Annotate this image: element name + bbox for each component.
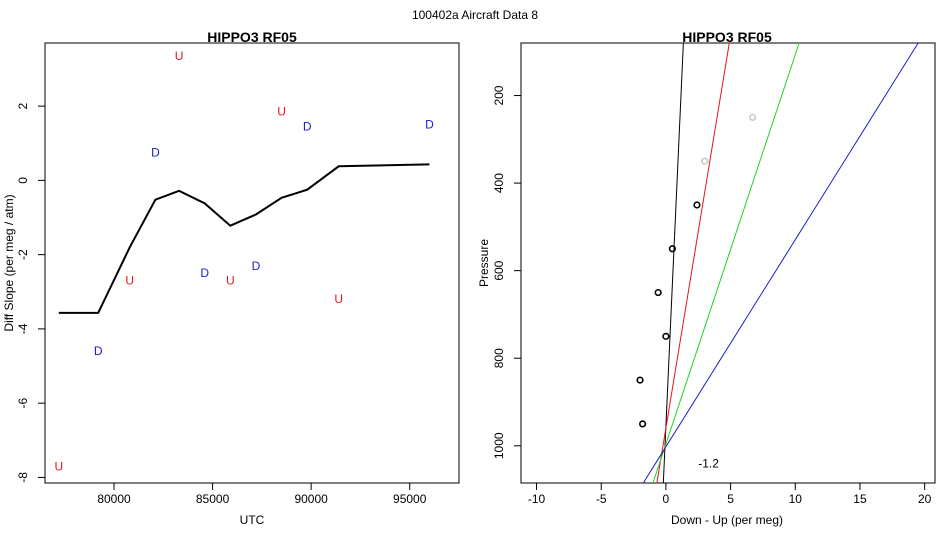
left-chart-title: HIPPO3 RF05 bbox=[207, 29, 297, 45]
right-y-tick-label: 200 bbox=[492, 85, 506, 105]
left-y-tick-label: -2 bbox=[16, 249, 30, 260]
left-x-ticks: 80000 85000 90000 95000 bbox=[97, 483, 427, 506]
right-x-axis-label: Down - Up (per meg) bbox=[671, 513, 783, 527]
right-points bbox=[636, 113, 757, 428]
right-x-tick-label: 0 bbox=[663, 492, 670, 506]
right-x-tick-label: 15 bbox=[853, 492, 867, 506]
data-point bbox=[693, 201, 701, 209]
right-annotation: -1.2 bbox=[698, 456, 719, 470]
right-y-ticks: 200 400 600 800 1000 bbox=[492, 85, 521, 459]
right-y-tick-label: 1000 bbox=[492, 432, 506, 459]
left-y-tick-label: -6 bbox=[16, 398, 30, 409]
left-x-tick-label: 90000 bbox=[294, 492, 328, 506]
diff-slope-line bbox=[58, 163, 430, 314]
left-y-tick-label: 2 bbox=[16, 102, 30, 109]
up-marker: U bbox=[54, 459, 63, 473]
right-fit-lines bbox=[642, 42, 919, 484]
left-x-tick-label: 80000 bbox=[97, 492, 131, 506]
left-x-axis-label: UTC bbox=[240, 513, 265, 527]
right-y-tick-label: 400 bbox=[492, 173, 506, 193]
up-marker: U bbox=[226, 274, 235, 288]
data-point bbox=[748, 113, 757, 122]
down-marker: D bbox=[94, 344, 103, 358]
left-y-tick-label: -8 bbox=[16, 472, 30, 483]
right-y-tick-label: 600 bbox=[492, 260, 506, 280]
down-marker: D bbox=[200, 266, 209, 280]
down-marker: D bbox=[303, 120, 312, 134]
right-x-tick-label: 20 bbox=[918, 492, 932, 506]
down-marker: D bbox=[151, 146, 160, 160]
data-point bbox=[639, 420, 647, 428]
right-y-axis-label: Pressure bbox=[477, 239, 491, 287]
data-point bbox=[668, 245, 676, 253]
data-point bbox=[654, 288, 662, 297]
right-plot-frame bbox=[520, 42, 936, 484]
figure-title: 100402a Aircraft Data 8 bbox=[412, 8, 538, 22]
data-point bbox=[636, 376, 644, 384]
right-x-tick-label: -5 bbox=[596, 492, 607, 506]
down-marker: D bbox=[252, 259, 261, 273]
up-marker: U bbox=[125, 274, 134, 288]
right-x-ticks: -10 -5 0 5 10 15 20 bbox=[528, 483, 932, 506]
fit-line-blue bbox=[642, 42, 919, 484]
left-y-axis-label: Diff Slope (per meg / atm) bbox=[2, 194, 16, 331]
right-x-tick-label: 10 bbox=[789, 492, 803, 506]
right-y-tick-label: 800 bbox=[492, 348, 506, 368]
left-chart: HIPPO3 RF05 UTC Diff Slope (per meg / at… bbox=[2, 29, 460, 527]
down-marker: D bbox=[425, 118, 434, 132]
data-point bbox=[701, 157, 709, 165]
right-chart: HIPPO3 RF05 Down - Up (per meg) Pressure… bbox=[477, 29, 936, 527]
left-markers: U D U D U D U D U D U D bbox=[54, 49, 434, 473]
right-x-tick-label: -10 bbox=[528, 492, 546, 506]
fit-line-red bbox=[656, 42, 730, 484]
up-marker: U bbox=[334, 292, 343, 306]
data-point bbox=[662, 332, 670, 340]
left-plot-frame bbox=[44, 42, 460, 484]
fit-line-black bbox=[662, 42, 684, 484]
left-y-tick-label: -4 bbox=[16, 323, 30, 334]
fit-line-green bbox=[652, 42, 800, 484]
up-marker: U bbox=[175, 49, 184, 63]
left-y-tick-label: 0 bbox=[16, 177, 30, 184]
right-chart-title: HIPPO3 RF05 bbox=[682, 29, 772, 45]
left-y-ticks: -8 -6 -4 -2 0 2 bbox=[16, 102, 45, 483]
right-x-tick-label: 5 bbox=[727, 492, 734, 506]
up-marker: U bbox=[277, 105, 286, 119]
left-x-tick-label: 95000 bbox=[393, 492, 427, 506]
left-x-tick-label: 85000 bbox=[196, 492, 230, 506]
